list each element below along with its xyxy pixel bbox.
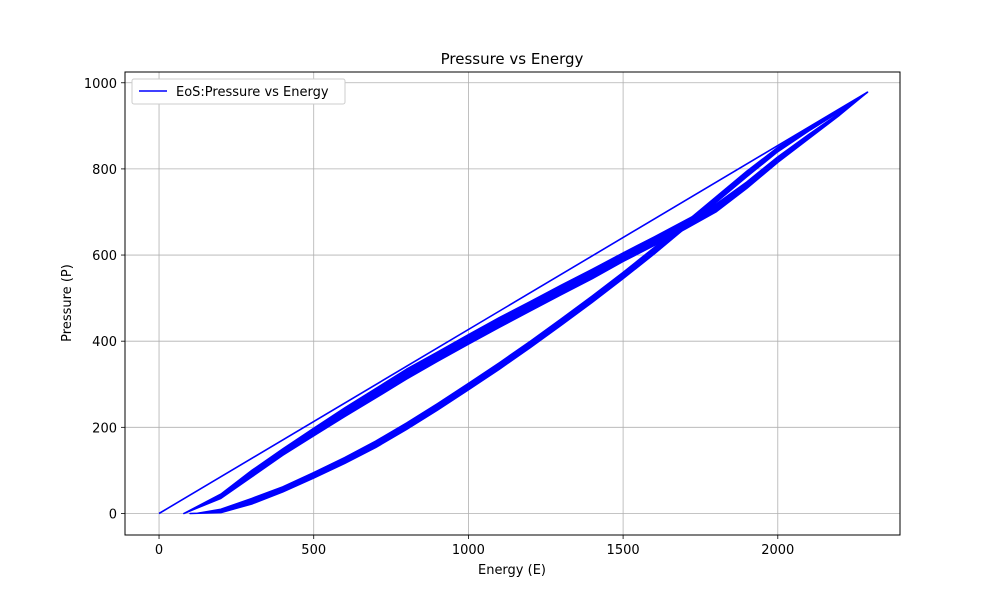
legend-label: EoS:Pressure vs Energy (176, 85, 329, 100)
y-tick-label-2: 400 (92, 335, 117, 350)
y-tick-label-0: 0 (109, 507, 117, 522)
x-tick-label-0: 0 (155, 543, 163, 558)
y-tick-label-1: 200 (92, 421, 117, 436)
y-tick-label-4: 800 (92, 163, 117, 178)
x-tick-label-4: 2000 (761, 543, 794, 558)
axes-frame (124, 71, 901, 536)
chart-title: Pressure vs Energy (441, 50, 584, 68)
plot-area (158, 91, 869, 515)
y-tick-label-5: 1000 (84, 77, 117, 92)
x-tick-label-1: 500 (301, 543, 326, 558)
y-tick-label-3: 600 (92, 249, 117, 264)
y-axis-title: Pressure (P) (60, 264, 75, 342)
series-line-outer (158, 91, 868, 515)
axis-ticks: 0 500 1000 1500 2000 0 200 400 600 800 1000 (84, 77, 794, 558)
x-tick-label-3: 1500 (607, 543, 640, 558)
x-tick-label-2: 1000 (452, 543, 485, 558)
legend-box (131, 78, 346, 105)
x-axis-title: Energy (E) (478, 563, 546, 578)
series-band-lower (189, 91, 869, 515)
series-band-upper (183, 91, 869, 515)
legend: EoS:Pressure vs Energy (131, 78, 346, 105)
